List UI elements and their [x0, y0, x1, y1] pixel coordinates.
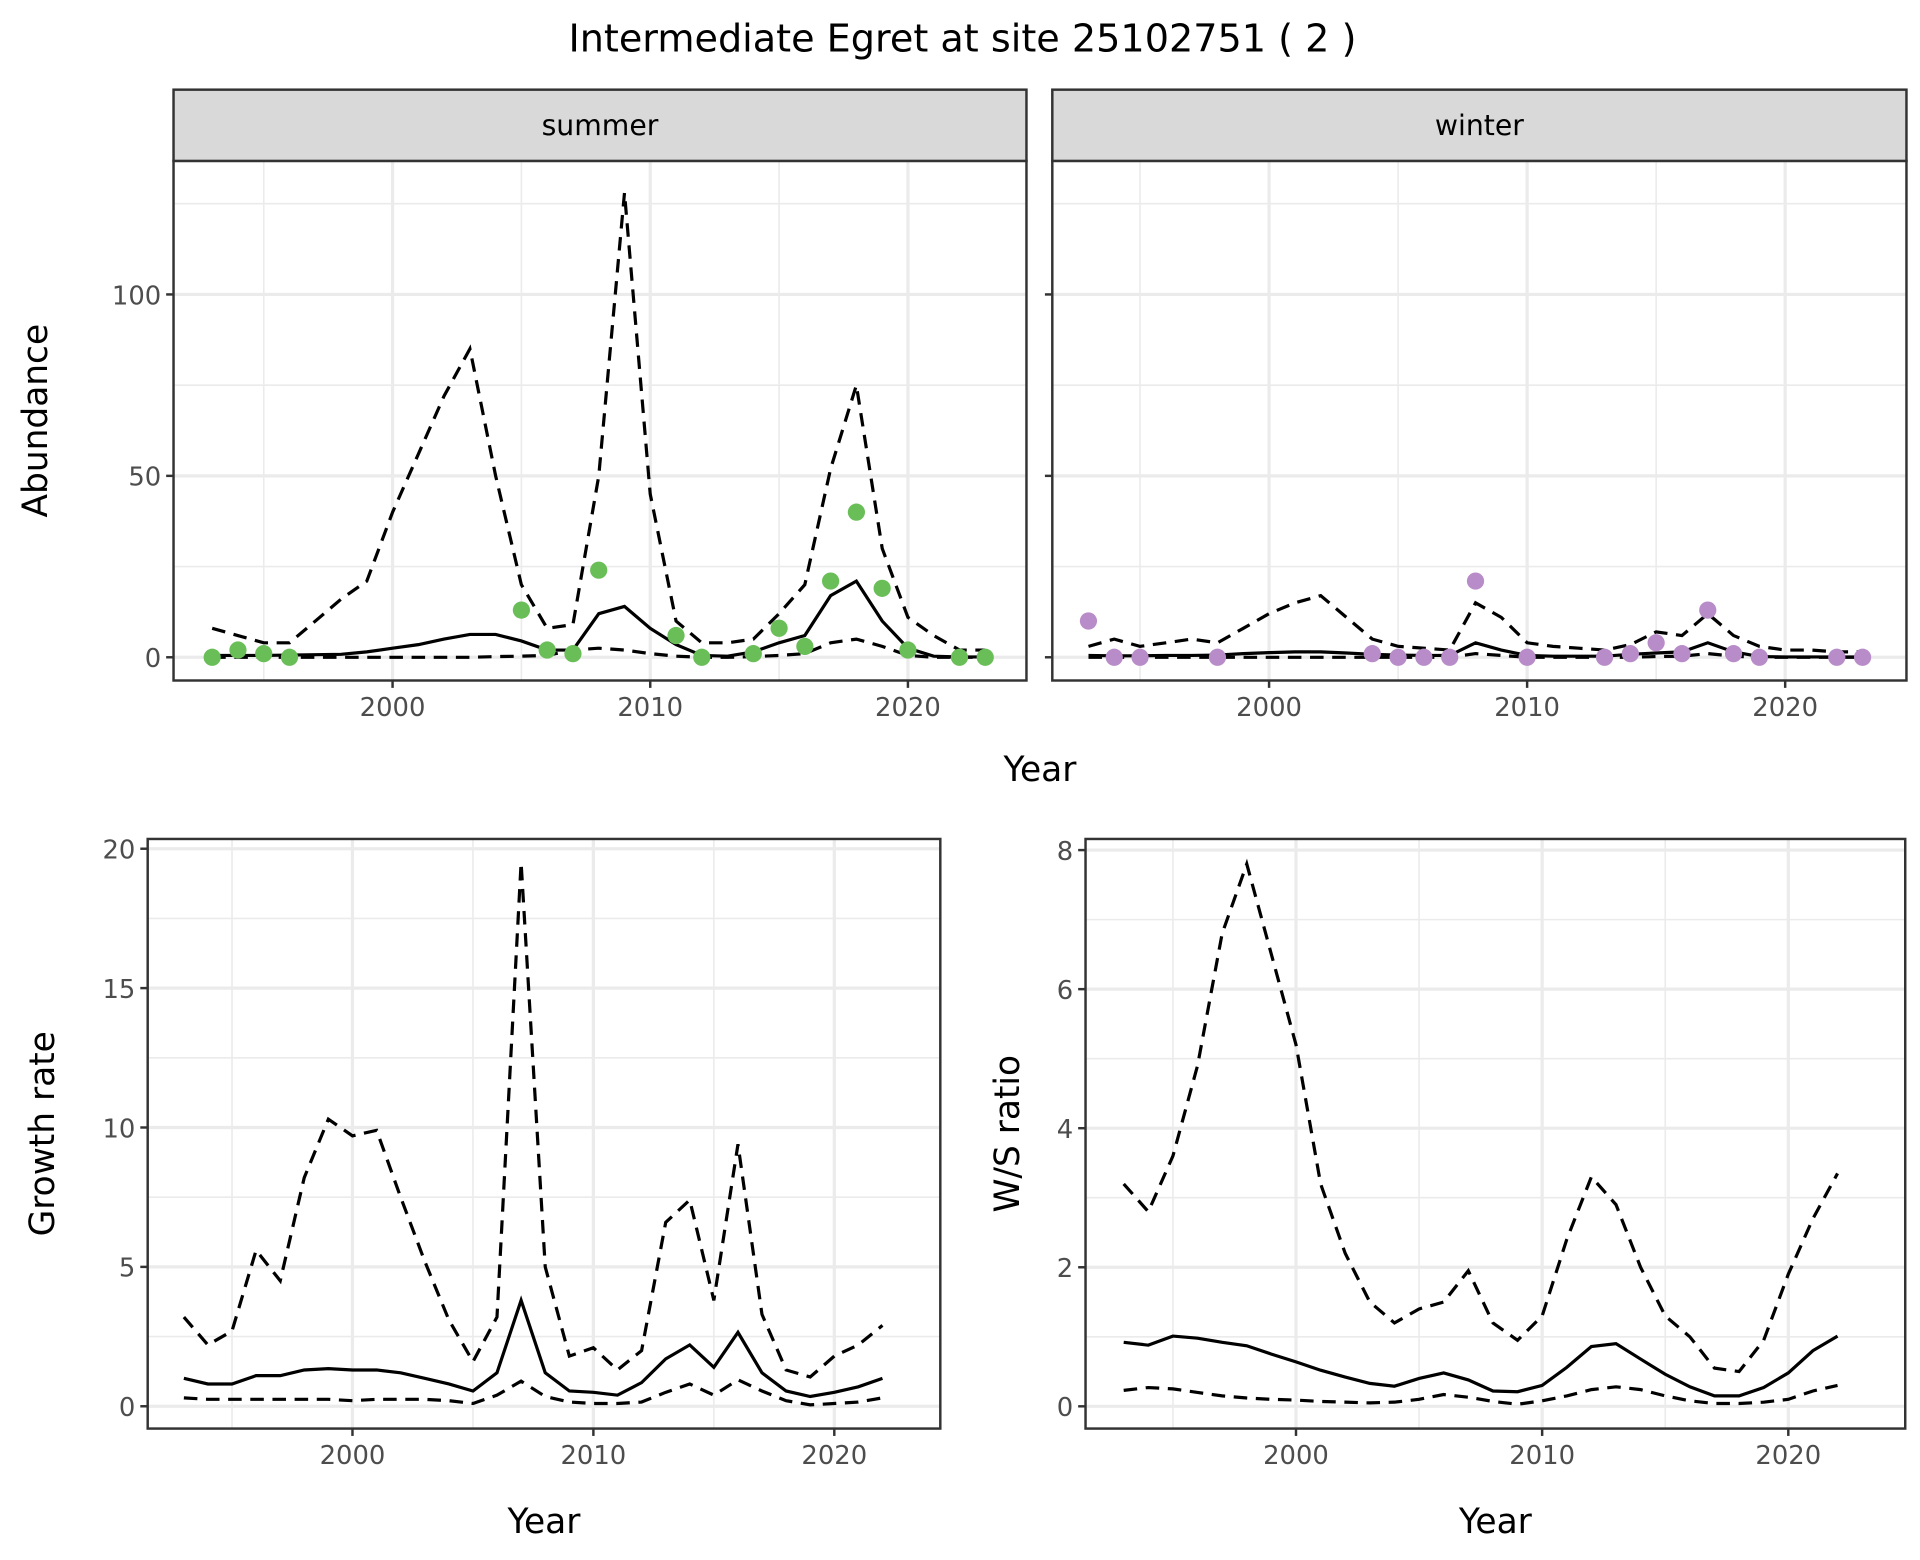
panel-border	[146, 837, 942, 1430]
data-point	[1518, 648, 1536, 666]
lower-bound-line	[212, 637, 986, 659]
x-tick-label: 2020	[1755, 1441, 1821, 1471]
data-point	[1441, 648, 1459, 666]
data-point	[976, 648, 994, 666]
data-point	[280, 648, 299, 666]
data-point	[255, 645, 273, 663]
facet-strip-label: summer	[542, 109, 659, 142]
data-point	[512, 601, 531, 619]
data-point	[564, 645, 582, 663]
upper-bound-line	[1088, 593, 1863, 654]
plot-background	[173, 160, 1027, 681]
y-tick-label: 15	[102, 975, 135, 1005]
data-point	[1105, 648, 1123, 666]
panel-border	[1084, 837, 1907, 1430]
y-tick-label: 100	[112, 281, 161, 311]
data-point	[1673, 645, 1691, 663]
y-tick-label: 10	[102, 1114, 135, 1144]
data-point	[1647, 634, 1665, 652]
data-point	[1595, 648, 1614, 666]
data-point	[693, 648, 711, 666]
y-tick-label: 4	[1057, 1115, 1073, 1145]
data-point	[229, 641, 247, 659]
data-point	[667, 626, 685, 645]
data-point	[1621, 645, 1639, 663]
facet-strip	[1051, 88, 1908, 163]
lower-bound-line	[1123, 1383, 1838, 1406]
x-tick-label: 2010	[1494, 693, 1560, 723]
y-tick-label: 6	[1057, 976, 1073, 1006]
data-point	[1415, 648, 1433, 666]
data-point	[590, 561, 608, 579]
data-point	[1208, 648, 1227, 666]
data-point	[822, 572, 840, 590]
data-point	[899, 641, 917, 659]
y-axis-title: W/S ratio	[988, 1055, 1028, 1213]
facet-strip-label: winter	[1435, 109, 1524, 142]
top-x-axis-title: Year	[1003, 750, 1078, 790]
data-point	[1750, 648, 1768, 666]
data-point	[950, 648, 969, 666]
mean-line	[1123, 1334, 1839, 1398]
x-tick-label: 2000	[1236, 693, 1302, 723]
data-point	[1724, 645, 1743, 663]
y-tick-label: 0	[1057, 1393, 1073, 1423]
data-point	[770, 619, 788, 637]
y-tick-label: 50	[128, 463, 161, 493]
data-point	[1699, 601, 1717, 619]
mean-line	[212, 579, 986, 659]
data-point	[538, 641, 556, 659]
y-tick-label: 0	[145, 644, 161, 674]
data-point	[873, 579, 891, 597]
x-tick-label: 2020	[875, 693, 941, 723]
x-axis-title: Year	[1458, 1502, 1533, 1542]
x-tick-label: 2020	[1752, 693, 1818, 723]
x-tick-label: 2020	[801, 1441, 867, 1471]
panel-ws: 2000 2010 2020 0 2 4 6 8 W/S ratio Year	[988, 837, 1907, 1542]
y-tick-label: 8	[1057, 837, 1073, 867]
y-tick-label: 5	[119, 1254, 135, 1284]
data-point	[744, 645, 762, 663]
x-tick-label: 2000	[360, 693, 426, 723]
x-tick-label: 2010	[1509, 1441, 1575, 1471]
upper-bound-line	[1122, 858, 1839, 1374]
plot-background	[1052, 160, 1907, 681]
y-tick-label: 20	[102, 836, 135, 866]
x-tick-label: 2010	[617, 693, 683, 723]
panel-growth: 2000 2010 2020 0 5 10 15 20 Growth rate Year	[23, 836, 942, 1542]
x-tick-label: 2000	[1263, 1441, 1329, 1471]
data-point	[1389, 648, 1407, 666]
y-tick-label: 2	[1057, 1254, 1073, 1284]
y-axis-title: Abundance	[16, 324, 56, 518]
data-point	[203, 648, 221, 666]
x-axis-title: Year	[507, 1502, 582, 1542]
x-tick-label: 2000	[320, 1441, 386, 1471]
x-tick-label: 2010	[561, 1441, 627, 1471]
mean-line	[183, 1295, 883, 1399]
data-point	[1853, 648, 1872, 666]
y-tick-label: 0	[119, 1393, 135, 1423]
data-point	[1131, 648, 1149, 666]
upper-bound-line	[182, 862, 884, 1379]
chart-title: Intermediate Egret at site 25102751 ( 2 …	[568, 17, 1356, 61]
plot-background	[147, 838, 941, 1429]
data-point	[1828, 648, 1846, 666]
y-axis-title: Growth rate	[23, 1031, 63, 1236]
data-point	[1466, 572, 1485, 590]
panel-winter: winter 2000 2010 2020	[1044, 88, 1908, 723]
data-point	[1363, 645, 1381, 663]
facet-strip	[172, 88, 1028, 163]
data-point	[796, 637, 814, 655]
lower-bound-line	[183, 1377, 883, 1407]
data-point	[1079, 612, 1098, 630]
panel-summer: summer 2000 2010 2020 0 50 100 Abundance	[16, 88, 1028, 723]
data-point	[847, 503, 866, 521]
